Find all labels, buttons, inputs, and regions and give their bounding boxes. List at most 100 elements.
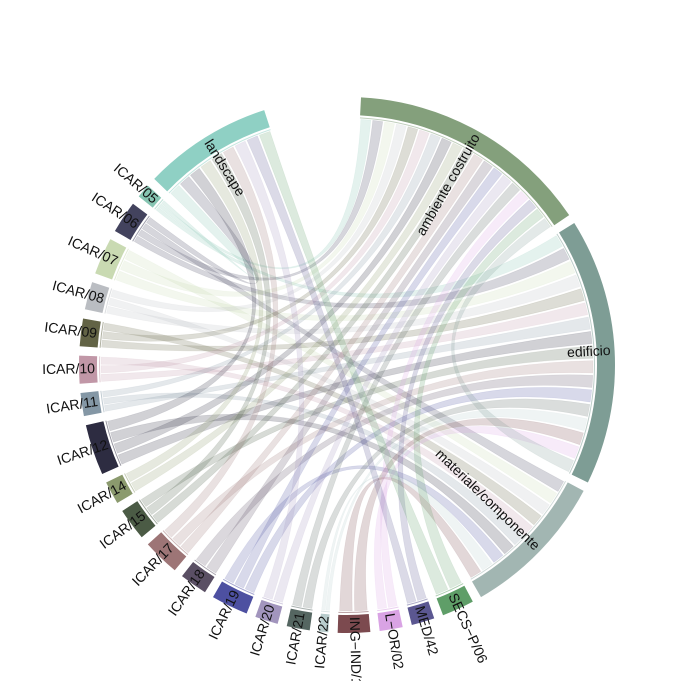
sector-edificio xyxy=(559,222,616,483)
chord-link-icar21-ambiente_costruito xyxy=(292,182,521,608)
chord-link-icar05-landscape xyxy=(161,185,260,282)
chord-link-icar08-edificio xyxy=(106,274,581,335)
chord-link-icar15-ambiente_costruito xyxy=(152,148,473,523)
sector-rim-icar12 xyxy=(105,420,122,466)
sector-rim-icar10 xyxy=(99,356,101,383)
sector-icar12 xyxy=(85,421,119,475)
chord-link-icar12-materiale_componente xyxy=(110,413,514,555)
sector-med42 xyxy=(407,601,435,626)
chord-link-icar15-edificio xyxy=(140,345,594,508)
chord-link-icar11-edificio xyxy=(104,316,591,412)
sector-label-lor02: L−OR/02 xyxy=(382,612,407,671)
chord-link-icar09-materiale_componente xyxy=(103,322,542,526)
sector-label-med42: MED/42 xyxy=(412,604,442,657)
sector-label-icar05: ICAR/05 xyxy=(111,160,162,207)
sector-rim-icar07 xyxy=(113,248,129,281)
chord-link-icar09-ambiente_costruito xyxy=(102,126,419,342)
sector-icar15 xyxy=(122,501,156,538)
chord-link-icar20-ambiente_costruito xyxy=(273,174,512,603)
sector-rim-icar17 xyxy=(162,530,189,555)
sector-label-icar21: ICAR/21 xyxy=(282,611,307,666)
chord-link-icar14-ambiente_costruito xyxy=(130,142,463,492)
sector-rim-icar05 xyxy=(154,199,164,210)
chord-link-icar06-landscape xyxy=(146,176,259,285)
chord-link-icar11-ambiente_costruito xyxy=(102,133,441,398)
chord-link-icar22-edificio xyxy=(325,408,588,611)
chord-link-icar17-edificio xyxy=(172,360,594,546)
chord-link-icar18-ambiente_costruito xyxy=(206,160,493,574)
sector-materiale_componente xyxy=(472,482,584,598)
chord-link-lor02-ambiente_costruito xyxy=(380,190,529,608)
sector-label-ingind11: ING−IND/11 xyxy=(347,617,365,681)
chord-link-icar15-landscape xyxy=(146,153,271,516)
sector-rim-icar11 xyxy=(100,390,105,413)
sector-label-icar20: ICAR/20 xyxy=(246,602,277,657)
sector-rim-icar18 xyxy=(194,559,217,576)
chord-link-icar08-ambiente_costruito xyxy=(110,123,407,313)
chord-link-med42-ambiente_costruito xyxy=(397,199,537,601)
sector-icar05 xyxy=(138,185,162,208)
sector-rim-icar09 xyxy=(99,321,104,348)
chord-link-ingind11-materiale_componente xyxy=(339,476,482,612)
sector-rim-ingind11 xyxy=(338,611,369,613)
chord-link-icar06-materiale_componente xyxy=(141,223,565,492)
sector-landscape xyxy=(154,110,270,192)
sector-label-icar07: ICAR/07 xyxy=(66,232,121,268)
sector-rim-icar14 xyxy=(124,473,136,493)
sector-ingind11 xyxy=(337,614,371,633)
sector-rim-secs_p06 xyxy=(435,583,464,597)
chord-link-icar17-ambiente_costruito xyxy=(180,153,484,554)
sector-ambiente_costruito xyxy=(360,97,570,226)
chord-link-icar10-ambiente_costruito xyxy=(100,129,430,374)
chord-link-icar14-landscape xyxy=(125,160,264,483)
sector-label-icar09: ICAR/09 xyxy=(44,319,99,341)
sector-icar11 xyxy=(80,391,102,417)
sector-label-icar08: ICAR/08 xyxy=(51,277,106,306)
chord-link-edificio-ambiente_costruito xyxy=(451,218,575,473)
chord-link-icar07-materiale_componente xyxy=(124,249,558,504)
sector-icar09 xyxy=(79,318,101,348)
chord-link-icar09-edificio xyxy=(101,288,585,352)
sector-icar19 xyxy=(213,581,254,614)
sector-icar20 xyxy=(255,599,283,624)
sector-label-edificio: edificio xyxy=(567,342,612,360)
chord-link-icar18-edificio xyxy=(195,374,594,567)
sector-rim-icar06 xyxy=(132,215,150,242)
chord-link-icar06-edificio xyxy=(133,235,570,309)
chord-link-icar06-ambiente_costruito xyxy=(137,120,384,281)
sector-rim-icar20 xyxy=(262,597,284,605)
chord-link-icar08-materiale_componente xyxy=(108,297,550,515)
sector-icar21 xyxy=(286,608,313,631)
sector-label-icar22: ICAR/22 xyxy=(311,615,332,669)
sector-icar06 xyxy=(114,203,148,240)
sector-rim-icar21 xyxy=(291,605,313,611)
sector-rim-med42 xyxy=(406,598,428,606)
chord-link-secs_p06-ambiente_costruito xyxy=(413,208,544,589)
links-layer xyxy=(100,119,594,612)
sector-rim-lor02 xyxy=(377,606,399,612)
sector-rim-icar19 xyxy=(223,578,255,595)
chord-link-icar12-edificio xyxy=(117,331,593,465)
chord-link-icar11-materiale_componente xyxy=(102,392,524,546)
sector-icar18 xyxy=(182,562,215,593)
chord-link-icar19-materiale_componente xyxy=(224,465,504,584)
sector-label-icar11: ICAR/11 xyxy=(45,393,99,417)
chord-link-icar10-materiale_componente xyxy=(100,356,533,536)
sector-label-icar10: ICAR/10 xyxy=(42,360,95,377)
sector-icar07 xyxy=(95,239,127,280)
sector-icar17 xyxy=(147,532,187,571)
chord-link-lor02-edificio xyxy=(374,426,580,610)
chord-link-icar19-edificio xyxy=(244,387,593,594)
chord-link-ingind11-edificio xyxy=(354,418,584,612)
sector-lor02 xyxy=(377,609,403,632)
sector-icar14 xyxy=(106,474,133,504)
chord-link-med42-landscape xyxy=(246,135,417,604)
chord-link-icar19-ambiente_costruito xyxy=(234,167,503,589)
sector-secs_p06 xyxy=(436,585,473,616)
chord-link-icar20-landscape xyxy=(234,140,305,600)
sector-rim-icar22 xyxy=(321,610,330,613)
sector-icar08 xyxy=(84,282,110,314)
chord-link-icar21-edificio xyxy=(302,398,591,609)
sector-icar10 xyxy=(79,355,98,384)
